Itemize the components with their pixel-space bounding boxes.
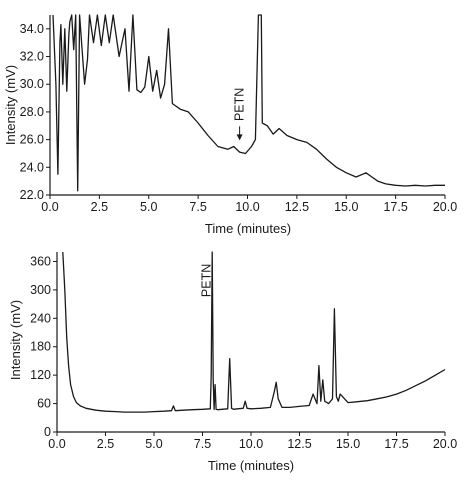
bottom-y-tick-label: 0 [44, 425, 51, 439]
top-x-axis-title: Time (minutes) [205, 221, 291, 236]
top-trace-group [52, 14, 445, 192]
chart-top: 0.0 2.5 5.0 7.5 10.0 12.5 15.0 17.5 20.0 22.0 24.0… [3, 14, 458, 236]
bottom-annotation-group: PETN [199, 264, 213, 297]
bottom-y-tick-label: 120 [30, 368, 51, 382]
bottom-x-tick-label: 7.5 [194, 437, 211, 451]
bottom-y-tick-label: 300 [30, 283, 51, 297]
bottom-x-tick-label: 5.0 [145, 437, 162, 451]
bottom-y-tick-label: 360 [30, 254, 51, 268]
bottom-annotation-label: PETN [199, 264, 213, 297]
top-x-tick-label: 7.5 [189, 200, 206, 214]
chart-bottom: 0.0 2.5 5.0 7.5 10.0 12.5 15.0 17.5 20.0 0 60 120 18… [8, 251, 457, 473]
bottom-x-tick-label: 20.0 [433, 437, 457, 451]
bottom-x-tick-label: 2.5 [97, 437, 114, 451]
bottom-x-tick-label: 10.0 [239, 437, 263, 451]
bottom-x-tick-label: 0.0 [48, 437, 65, 451]
top-annotation-group: PETN [233, 88, 247, 141]
bottom-trace-group [62, 251, 446, 413]
top-x-tick-label: 12.5 [285, 200, 309, 214]
top-x-tick-label: 15.0 [334, 200, 358, 214]
top-y-tick-label: 26.0 [20, 133, 44, 147]
top-x-tick-label: 2.5 [91, 200, 108, 214]
top-annotation-label: PETN [233, 88, 247, 121]
top-y-tick-label: 24.0 [20, 160, 44, 174]
top-y-tick-label: 32.0 [20, 50, 44, 64]
top-x-tick-label: 5.0 [140, 200, 157, 214]
bottom-y-tick-label: 240 [30, 311, 51, 325]
bottom-x-tick-label: 17.5 [384, 437, 408, 451]
top-x-tick-label: 10.0 [235, 200, 259, 214]
top-annotation-arrowhead [236, 134, 243, 141]
bottom-y-tick-label: 60 [37, 397, 51, 411]
top-y-tick-label: 34.0 [20, 22, 44, 36]
top-x-tick-label: 20.0 [433, 200, 457, 214]
top-trace-line [52, 14, 445, 192]
top-x-tick-label: 0.0 [41, 200, 58, 214]
bottom-x-axis-title: Time (minutes) [208, 458, 294, 473]
bottom-x-tick-label: 15.0 [336, 437, 360, 451]
bottom-x-tick-label: 12.5 [287, 437, 311, 451]
bottom-y-tick-label: 180 [30, 340, 51, 354]
top-y-tick-label: 28.0 [20, 105, 44, 119]
top-y-axis-title: Intensity (mV) [3, 65, 18, 145]
bottom-ticks: 0.0 2.5 5.0 7.5 10.0 12.5 15.0 17.5 20.0 0 60 120 18… [30, 254, 457, 451]
bottom-y-axis-title: Intensity (mV) [8, 300, 23, 380]
top-y-tick-label: 30.0 [20, 77, 44, 91]
top-x-tick-label: 17.5 [383, 200, 407, 214]
bottom-trace-line [62, 251, 446, 413]
top-y-tick-label: 22.0 [20, 188, 44, 202]
top-ticks: 0.0 2.5 5.0 7.5 10.0 12.5 15.0 17.5 20.0 22.0 24.0… [20, 22, 458, 214]
